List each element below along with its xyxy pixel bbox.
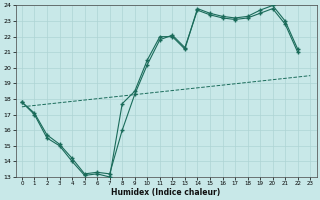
X-axis label: Humidex (Indice chaleur): Humidex (Indice chaleur): [111, 188, 221, 197]
